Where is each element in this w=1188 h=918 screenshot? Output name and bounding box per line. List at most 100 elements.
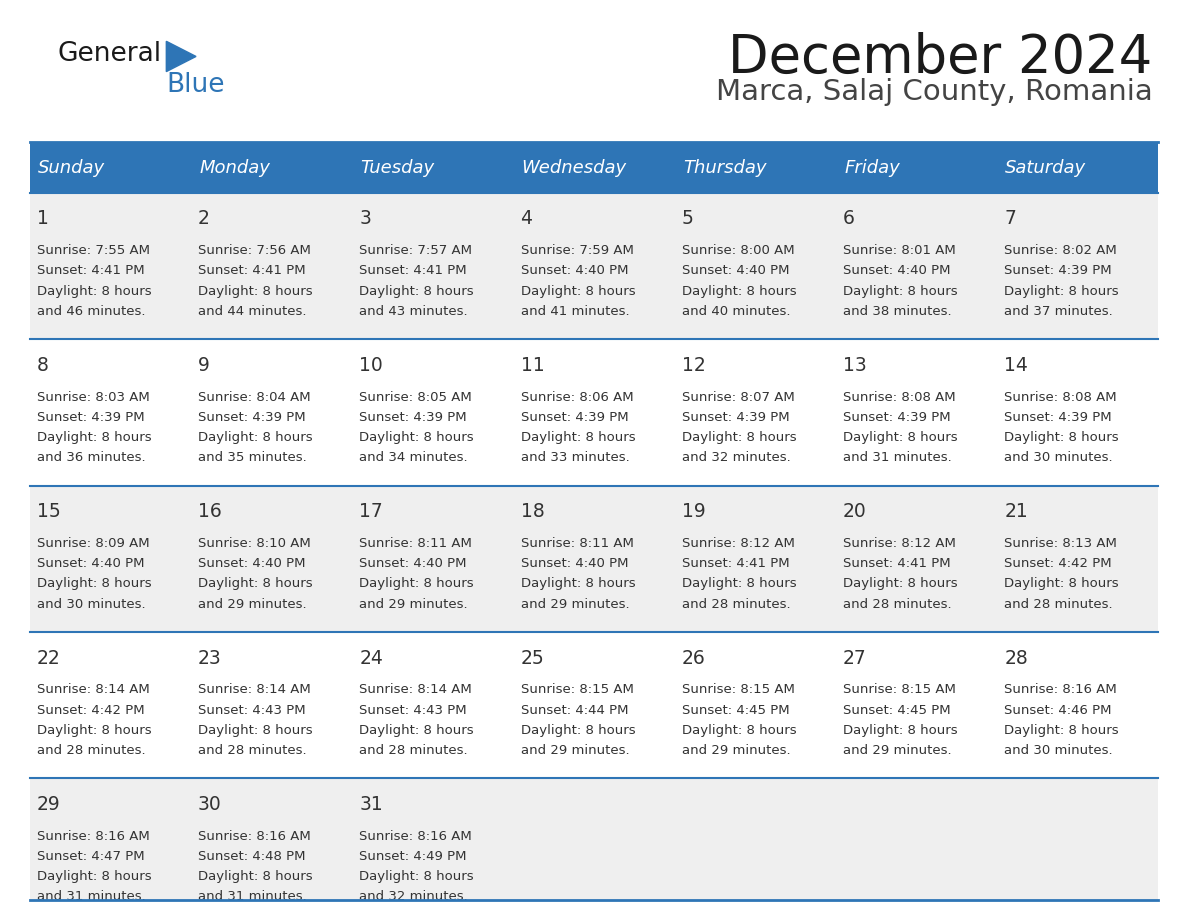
Text: and 29 minutes.: and 29 minutes. [520,598,630,610]
Text: and 33 minutes.: and 33 minutes. [520,452,630,465]
Text: Daylight: 8 hours: Daylight: 8 hours [682,723,796,737]
Text: Sunset: 4:39 PM: Sunset: 4:39 PM [359,411,467,424]
Text: Daylight: 8 hours: Daylight: 8 hours [359,285,474,297]
Text: Sunrise: 8:16 AM: Sunrise: 8:16 AM [1004,683,1117,697]
Text: Sunrise: 8:14 AM: Sunrise: 8:14 AM [37,683,150,697]
Text: Sunset: 4:45 PM: Sunset: 4:45 PM [843,703,950,717]
Text: Sunset: 4:45 PM: Sunset: 4:45 PM [682,703,789,717]
Text: 10: 10 [359,355,383,375]
Text: Sunset: 4:42 PM: Sunset: 4:42 PM [1004,557,1112,570]
Text: Daylight: 8 hours: Daylight: 8 hours [520,431,636,444]
Bar [30,339,1158,486]
Text: and 32 minutes.: and 32 minutes. [682,452,790,465]
Text: Sunset: 4:44 PM: Sunset: 4:44 PM [520,703,628,717]
Text: Sunset: 4:47 PM: Sunset: 4:47 PM [37,850,145,863]
Text: Daylight: 8 hours: Daylight: 8 hours [843,577,958,590]
Polygon shape [166,41,196,72]
Text: December 2024: December 2024 [728,32,1152,84]
Text: Daylight: 8 hours: Daylight: 8 hours [682,285,796,297]
Text: Daylight: 8 hours: Daylight: 8 hours [198,431,312,444]
Bar [30,486,1158,632]
Text: Sunset: 4:39 PM: Sunset: 4:39 PM [520,411,628,424]
Text: Daylight: 8 hours: Daylight: 8 hours [198,870,312,883]
Text: 6: 6 [843,209,855,229]
Text: Daylight: 8 hours: Daylight: 8 hours [37,870,151,883]
Text: Sunrise: 8:14 AM: Sunrise: 8:14 AM [359,683,472,697]
Text: Sunset: 4:43 PM: Sunset: 4:43 PM [359,703,467,717]
Text: and 28 minutes.: and 28 minutes. [359,744,468,757]
Text: and 35 minutes.: and 35 minutes. [198,452,307,465]
Text: Daylight: 8 hours: Daylight: 8 hours [843,431,958,444]
Text: Sunset: 4:42 PM: Sunset: 4:42 PM [37,703,145,717]
Text: Daylight: 8 hours: Daylight: 8 hours [1004,723,1119,737]
Text: Daylight: 8 hours: Daylight: 8 hours [682,577,796,590]
Text: and 30 minutes.: and 30 minutes. [37,598,145,610]
Text: and 28 minutes.: and 28 minutes. [198,744,307,757]
Text: 7: 7 [1004,209,1016,229]
Text: Sunset: 4:40 PM: Sunset: 4:40 PM [520,264,628,277]
Text: 2: 2 [198,209,210,229]
Text: and 28 minutes.: and 28 minutes. [843,598,952,610]
Text: Sunset: 4:46 PM: Sunset: 4:46 PM [1004,703,1112,717]
Bar [30,632,1158,778]
Text: and 28 minutes.: and 28 minutes. [37,744,145,757]
Text: Sunrise: 7:59 AM: Sunrise: 7:59 AM [520,244,633,257]
Text: Sunset: 4:39 PM: Sunset: 4:39 PM [37,411,145,424]
Bar [997,142,1158,193]
Text: 30: 30 [198,795,222,814]
Text: Sunset: 4:39 PM: Sunset: 4:39 PM [682,411,789,424]
Text: Daylight: 8 hours: Daylight: 8 hours [37,577,151,590]
Text: 13: 13 [843,355,867,375]
Text: 28: 28 [1004,648,1028,667]
Text: Thursday: Thursday [683,159,766,176]
Text: Daylight: 8 hours: Daylight: 8 hours [682,431,796,444]
Text: Daylight: 8 hours: Daylight: 8 hours [198,723,312,737]
Text: Daylight: 8 hours: Daylight: 8 hours [520,723,636,737]
Text: and 36 minutes.: and 36 minutes. [37,452,145,465]
Text: Sunrise: 8:16 AM: Sunrise: 8:16 AM [359,830,472,843]
Text: Daylight: 8 hours: Daylight: 8 hours [359,431,474,444]
Text: Sunrise: 8:03 AM: Sunrise: 8:03 AM [37,391,150,404]
Text: Sunrise: 8:08 AM: Sunrise: 8:08 AM [1004,391,1117,404]
Text: Sunrise: 8:05 AM: Sunrise: 8:05 AM [359,391,472,404]
Text: and 29 minutes.: and 29 minutes. [198,598,307,610]
Text: Sunday: Sunday [38,159,106,176]
Text: Sunset: 4:49 PM: Sunset: 4:49 PM [359,850,467,863]
Text: Sunset: 4:41 PM: Sunset: 4:41 PM [37,264,145,277]
Text: Daylight: 8 hours: Daylight: 8 hours [843,285,958,297]
Text: Sunrise: 8:02 AM: Sunrise: 8:02 AM [1004,244,1117,257]
Text: Sunrise: 8:08 AM: Sunrise: 8:08 AM [843,391,955,404]
Text: Sunset: 4:39 PM: Sunset: 4:39 PM [843,411,950,424]
Text: Sunset: 4:40 PM: Sunset: 4:40 PM [359,557,467,570]
Text: and 29 minutes.: and 29 minutes. [520,744,630,757]
Text: Sunrise: 8:12 AM: Sunrise: 8:12 AM [682,537,795,550]
Text: and 31 minutes.: and 31 minutes. [843,452,952,465]
Text: Sunset: 4:40 PM: Sunset: 4:40 PM [37,557,144,570]
Text: Daylight: 8 hours: Daylight: 8 hours [198,577,312,590]
Text: 18: 18 [520,502,544,521]
Text: and 46 minutes.: and 46 minutes. [37,305,145,318]
Text: Sunrise: 8:15 AM: Sunrise: 8:15 AM [520,683,633,697]
Text: Sunset: 4:39 PM: Sunset: 4:39 PM [1004,411,1112,424]
Text: Sunrise: 8:09 AM: Sunrise: 8:09 AM [37,537,150,550]
Text: 23: 23 [198,648,222,667]
Text: and 31 minutes.: and 31 minutes. [37,890,146,903]
Text: General: General [57,41,162,67]
Text: 19: 19 [682,502,706,521]
Text: and 44 minutes.: and 44 minutes. [198,305,307,318]
Text: and 31 minutes.: and 31 minutes. [198,890,307,903]
Text: 20: 20 [843,502,867,521]
Text: Sunrise: 8:11 AM: Sunrise: 8:11 AM [520,537,633,550]
Text: Sunrise: 8:10 AM: Sunrise: 8:10 AM [198,537,311,550]
Bar [352,142,513,193]
Text: Sunset: 4:40 PM: Sunset: 4:40 PM [198,557,305,570]
Text: Sunrise: 8:15 AM: Sunrise: 8:15 AM [682,683,795,697]
Text: Monday: Monday [200,159,270,176]
Text: and 29 minutes.: and 29 minutes. [682,744,790,757]
Text: Sunrise: 8:07 AM: Sunrise: 8:07 AM [682,391,795,404]
Text: Sunset: 4:48 PM: Sunset: 4:48 PM [198,850,305,863]
Text: Sunrise: 8:00 AM: Sunrise: 8:00 AM [682,244,795,257]
Text: Sunset: 4:41 PM: Sunset: 4:41 PM [359,264,467,277]
Text: Sunrise: 7:56 AM: Sunrise: 7:56 AM [198,244,311,257]
Text: Daylight: 8 hours: Daylight: 8 hours [520,285,636,297]
